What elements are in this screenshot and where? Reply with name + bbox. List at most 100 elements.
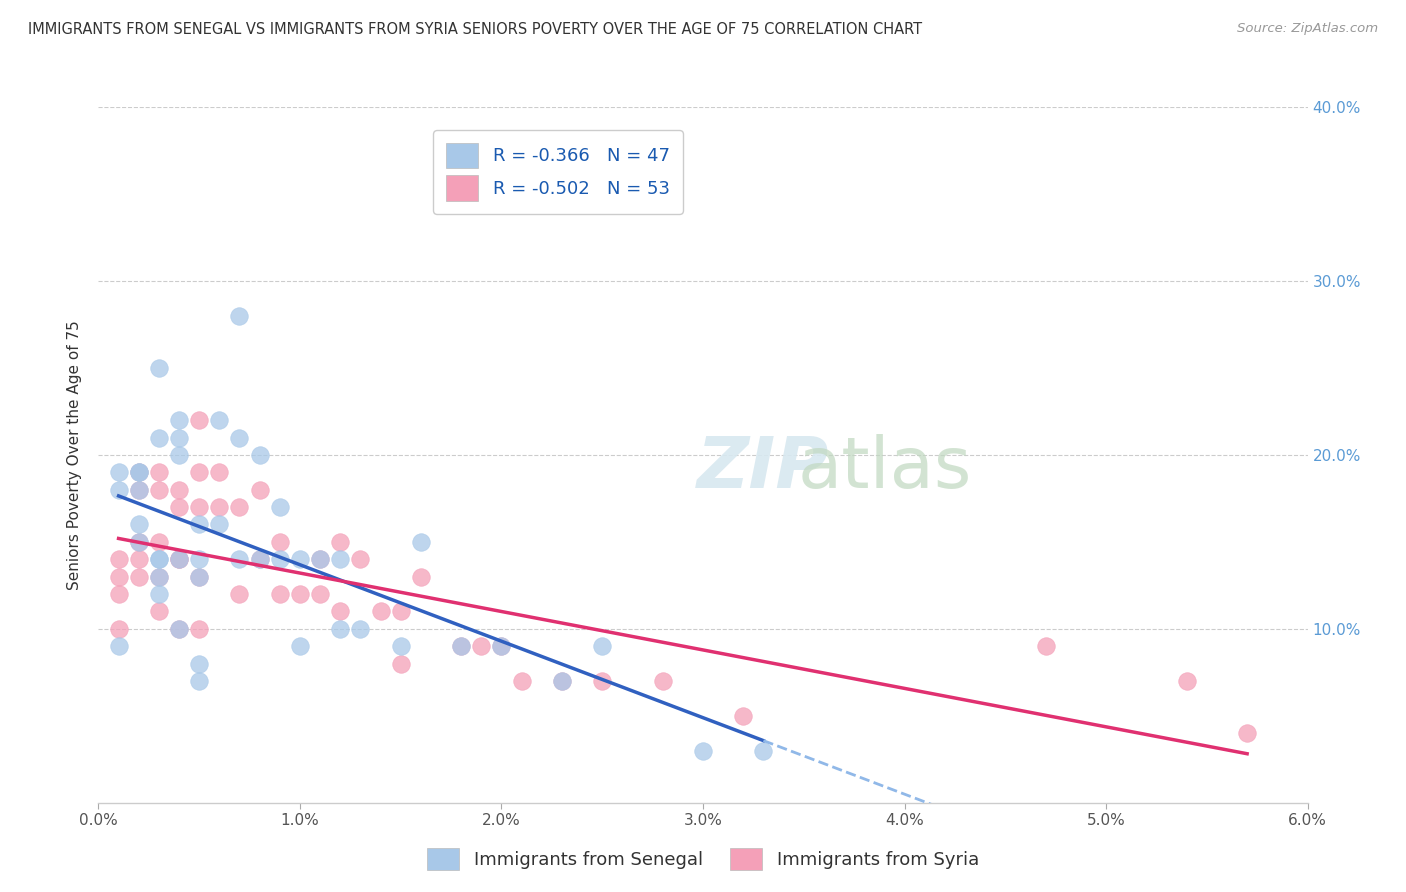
Point [228,500,250,514]
Point [329,534,352,549]
Point [249,552,271,566]
Point [551,674,574,689]
Point [128,466,150,480]
Point [167,552,190,566]
Point [349,622,371,636]
Point [188,657,211,671]
Point [188,674,211,689]
Point [329,552,352,566]
Text: Source: ZipAtlas.com: Source: ZipAtlas.com [1237,22,1378,36]
Point [128,534,150,549]
Point [208,517,231,532]
Point [188,413,211,427]
Point [249,448,271,462]
Point [752,744,775,758]
Point [329,622,352,636]
Point [692,744,714,758]
Point [167,413,190,427]
Point [148,570,170,584]
Point [409,570,432,584]
Point [288,587,311,601]
Point [329,605,352,619]
Point [1175,674,1198,689]
Point [208,466,231,480]
Point [167,500,190,514]
Point [228,309,250,323]
Point [148,534,170,549]
Point [107,622,129,636]
Text: atlas: atlas [797,434,972,503]
Point [128,483,150,497]
Point [409,534,432,549]
Point [107,639,129,653]
Point [167,448,190,462]
Point [228,552,250,566]
Point [309,552,332,566]
Point [188,570,211,584]
Point [128,570,150,584]
Point [591,639,613,653]
Point [551,674,574,689]
Point [107,483,129,497]
Point [167,483,190,497]
Point [188,570,211,584]
Point [148,552,170,566]
Point [389,605,412,619]
Point [1035,639,1057,653]
Point [470,639,492,653]
Point [309,552,332,566]
Point [167,431,190,445]
Y-axis label: Seniors Poverty Over the Age of 75: Seniors Poverty Over the Age of 75 [67,320,83,590]
Point [148,431,170,445]
Point [269,587,291,601]
Point [370,605,392,619]
Point [309,587,332,601]
Point [148,466,170,480]
Point [148,483,170,497]
Point [228,587,250,601]
Point [188,500,211,514]
Point [148,587,170,601]
Point [167,622,190,636]
Point [269,500,291,514]
Point [510,674,533,689]
Text: IMMIGRANTS FROM SENEGAL VS IMMIGRANTS FROM SYRIA SENIORS POVERTY OVER THE AGE OF: IMMIGRANTS FROM SENEGAL VS IMMIGRANTS FR… [28,22,922,37]
Point [167,552,190,566]
Point [450,639,472,653]
Point [249,483,271,497]
Point [148,605,170,619]
Point [107,552,129,566]
Point [128,552,150,566]
Point [733,708,755,723]
Point [389,639,412,653]
Point [269,552,291,566]
Point [651,674,673,689]
Legend: Immigrants from Senegal, Immigrants from Syria: Immigrants from Senegal, Immigrants from… [419,841,987,877]
Point [288,552,311,566]
Point [107,466,129,480]
Point [107,570,129,584]
Point [128,466,150,480]
Point [128,534,150,549]
Point [128,517,150,532]
Point [249,552,271,566]
Point [148,552,170,566]
Point [128,483,150,497]
Point [269,534,291,549]
Point [389,657,412,671]
Point [491,639,513,653]
Point [491,639,513,653]
Point [188,517,211,532]
Point [107,587,129,601]
Point [349,552,371,566]
Point [1236,726,1258,740]
Point [188,622,211,636]
Point [128,466,150,480]
Point [450,639,472,653]
Point [167,552,190,566]
Text: ZIP: ZIP [697,434,830,503]
Point [208,413,231,427]
Point [591,674,613,689]
Point [288,639,311,653]
Point [188,552,211,566]
